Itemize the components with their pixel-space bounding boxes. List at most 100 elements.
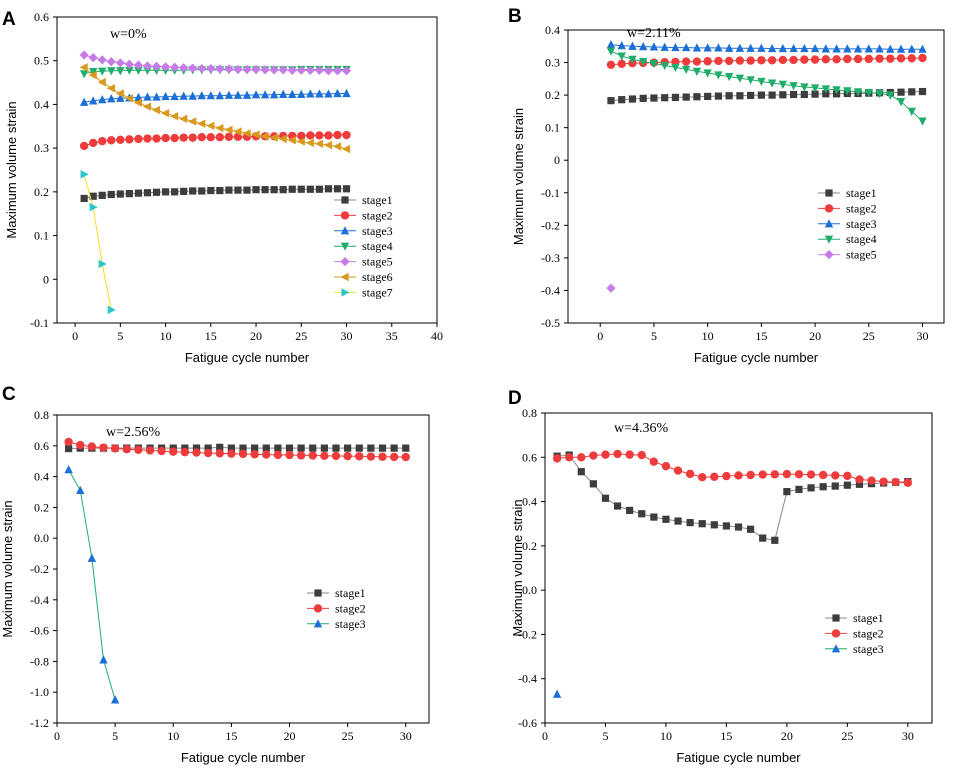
data-point — [617, 52, 626, 61]
data-point — [315, 131, 324, 140]
data-point — [722, 471, 731, 481]
data-point — [215, 449, 224, 458]
data-point — [110, 695, 120, 704]
data-point — [152, 134, 161, 143]
data-point — [703, 69, 712, 78]
y-tick-label: 0.0 — [522, 583, 537, 597]
data-point — [698, 473, 707, 482]
data-point — [142, 61, 153, 71]
data-point — [142, 102, 152, 111]
y-tick-label: 0.2 — [522, 539, 537, 553]
legend-label: stage3 — [853, 642, 884, 656]
data-point — [907, 44, 916, 53]
data-point — [589, 480, 597, 488]
data-point — [692, 67, 702, 76]
data-point — [206, 63, 216, 74]
data-point — [287, 65, 297, 75]
data-point — [628, 95, 637, 103]
x-tick-label: 20 — [284, 729, 296, 743]
data-point — [918, 44, 927, 53]
data-point — [288, 89, 297, 98]
data-point — [637, 450, 646, 460]
series-stage5 — [79, 50, 352, 76]
panel-letter: B — [508, 6, 522, 27]
data-point — [891, 477, 900, 487]
data-point — [735, 56, 745, 65]
data-point — [886, 44, 895, 53]
x-tick-label: 20 — [250, 329, 262, 343]
legend-marker — [824, 250, 834, 260]
data-point — [332, 142, 342, 151]
legend-label: stage7 — [362, 285, 393, 299]
x-axis-title: Fatigue cycle number — [185, 350, 310, 365]
data-point — [134, 445, 143, 455]
data-point — [639, 94, 647, 102]
data-point — [99, 655, 108, 664]
data-point — [601, 494, 610, 502]
data-point — [896, 98, 906, 107]
data-point — [831, 471, 840, 480]
x-tick-label: 35 — [386, 329, 398, 343]
data-point — [650, 513, 658, 521]
series-stage3 — [552, 689, 562, 698]
data-point — [779, 91, 787, 99]
data-point — [285, 444, 294, 452]
legend-label: stage4 — [846, 232, 877, 246]
data-point — [628, 55, 637, 64]
data-point — [722, 522, 731, 530]
data-point — [342, 185, 351, 193]
data-point — [143, 92, 152, 101]
data-point — [242, 90, 252, 99]
data-point — [279, 186, 287, 194]
data-point — [747, 91, 755, 100]
data-point — [832, 86, 841, 95]
x-tick-label: 15 — [755, 329, 767, 343]
x-tick-label: 30 — [917, 329, 929, 343]
data-point — [203, 448, 213, 458]
data-point — [171, 188, 179, 196]
data-point — [724, 43, 734, 52]
y-tick-label: 0.2 — [545, 88, 560, 102]
data-point — [378, 444, 387, 452]
data-point — [625, 450, 634, 459]
legend-marker — [313, 619, 323, 628]
legend-label: stage1 — [853, 611, 884, 625]
data-point — [270, 186, 278, 194]
data-point — [297, 131, 306, 141]
legend-marker — [824, 235, 834, 244]
data-point — [324, 131, 333, 140]
data-point — [115, 89, 124, 98]
data-point — [617, 59, 626, 69]
panel-b: B 0 5 10 15 20 25 30 -0.5 -0.4 -0.3 -0.2 -0.1 0 0.1 0.2… — [508, 6, 945, 365]
data-point — [606, 47, 616, 56]
x-tick-label: 40 — [431, 329, 443, 343]
data-point — [151, 105, 161, 115]
data-point — [79, 97, 89, 106]
legend-marker — [831, 644, 841, 653]
panel-letter: D — [508, 388, 522, 409]
data-point — [80, 170, 89, 179]
data-point — [692, 57, 702, 66]
y-tick-label: 0.8 — [522, 406, 537, 420]
y-axis-title: Maximum volume strain — [0, 500, 15, 637]
y-tick-label: 0.6 — [34, 439, 49, 453]
data-point — [233, 127, 242, 136]
data-point — [724, 72, 734, 82]
data-point — [169, 447, 178, 456]
data-point — [224, 64, 234, 74]
data-point — [783, 488, 791, 496]
data-point — [234, 186, 242, 194]
data-point — [855, 475, 864, 484]
data-point — [215, 91, 225, 100]
legend-marker — [340, 272, 349, 282]
data-point — [323, 66, 334, 76]
data-point — [331, 451, 341, 461]
data-point — [710, 472, 719, 481]
data-point — [133, 98, 143, 107]
data-point — [79, 70, 89, 79]
data-point — [224, 132, 234, 141]
series-stage3 — [64, 465, 120, 704]
data-point — [692, 43, 702, 52]
data-point — [843, 44, 852, 53]
